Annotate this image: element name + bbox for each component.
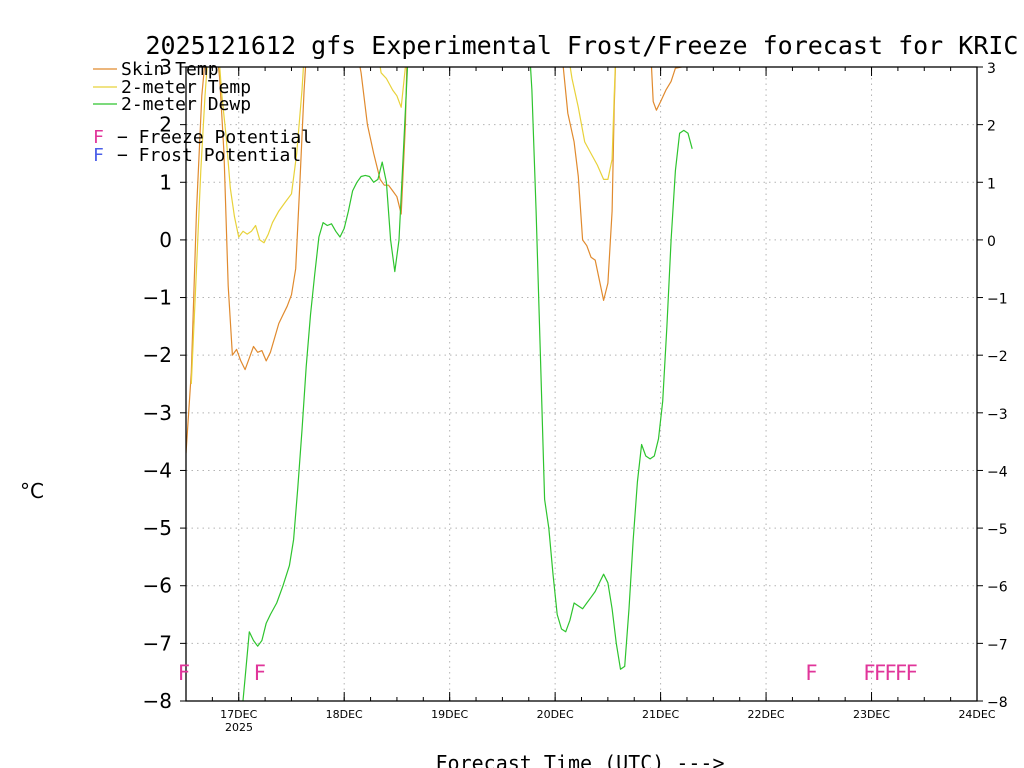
y-tick-label-right: −2 — [987, 349, 1008, 365]
y-tick-label-right: −4 — [987, 464, 1008, 480]
y-tick-label-left: 2 — [159, 113, 172, 137]
axis-labels: −8 −8 −7 −7 −6 −6 −5 −5 −4 −4 −3 −3 −2 −2 −1 −1 0 0 1 1 2 2 3 3… — [143, 55, 1008, 721]
legend-label-2m-dewp: 2-meter Dewp — [121, 94, 251, 115]
y-tick-label-left: −3 — [143, 401, 172, 425]
freeze-marker: F — [806, 661, 818, 685]
y-axis-label: °C — [20, 479, 44, 503]
series-line-2-meter-dewp — [242, 67, 693, 701]
y-tick-label-right: −8 — [987, 695, 1008, 711]
freeze-marker: F — [178, 661, 190, 685]
x-tick-label: 17DEC — [220, 708, 257, 721]
year-label: 2025 — [225, 721, 253, 734]
legend-label-skin-temp: Skin Temp — [121, 59, 219, 80]
x-tick-label: 21DEC — [642, 708, 679, 721]
freeze-marker: F — [254, 661, 266, 685]
y-tick-label-left: −7 — [143, 631, 172, 655]
chart-title: 2025121612 gfs Experimental Frost/Freeze… — [146, 31, 1019, 60]
legend-label-2m-temp: 2-meter Temp — [121, 77, 251, 98]
series-line-skin-temp — [186, 67, 682, 454]
y-tick-label-left: 1 — [159, 170, 172, 194]
freeze-marker: F — [864, 661, 876, 685]
series-line-2-meter-temp — [190, 67, 616, 385]
y-tick-label-left: −6 — [143, 574, 172, 598]
y-tick-label-right: −6 — [987, 580, 1008, 596]
y-tick-label-left: −5 — [143, 516, 172, 540]
freeze-marker: F — [895, 661, 907, 685]
y-tick-label-left: −2 — [143, 343, 172, 367]
y-tick-label-right: −1 — [987, 292, 1008, 308]
y-tick-label-right: −5 — [987, 522, 1008, 538]
y-tick-label-left: −4 — [143, 458, 172, 482]
x-tick-label: 24DEC — [958, 708, 995, 721]
legend-frost-label: − Frost Potential — [117, 145, 301, 166]
y-tick-label-left: 0 — [159, 228, 172, 252]
y-tick-label-right: 3 — [987, 61, 996, 77]
axis-ticks — [180, 66, 983, 702]
x-tick-label: 18DEC — [326, 708, 363, 721]
x-tick-label: 19DEC — [431, 708, 468, 721]
x-tick-label: 23DEC — [853, 708, 890, 721]
x-axis-label: Forecast Time (UTC) ---> — [436, 751, 725, 768]
y-tick-label-left: −8 — [143, 689, 172, 713]
legend-freeze-symbol: F — [93, 127, 104, 148]
y-tick-label-left: 3 — [159, 55, 172, 79]
y-tick-label-right: −3 — [987, 407, 1008, 423]
y-tick-label-right: 0 — [987, 234, 996, 250]
y-tick-label-right: 2 — [987, 119, 996, 135]
freeze-marker: F — [906, 661, 918, 685]
legend: Skin Temp 2-meter Temp 2-meter Dewp F − … — [93, 59, 312, 166]
series-lines — [186, 67, 693, 701]
y-tick-label-right: 1 — [987, 176, 996, 192]
x-tick-label: 22DEC — [748, 708, 785, 721]
legend-frost-symbol: F — [93, 145, 104, 166]
legend-freeze-label: − Freeze Potential — [117, 127, 312, 148]
freeze-marker: F — [874, 661, 886, 685]
y-tick-label-right: −7 — [987, 637, 1008, 653]
x-tick-label: 20DEC — [537, 708, 574, 721]
freeze-marker: F — [885, 661, 897, 685]
y-tick-label-left: −1 — [143, 286, 172, 310]
